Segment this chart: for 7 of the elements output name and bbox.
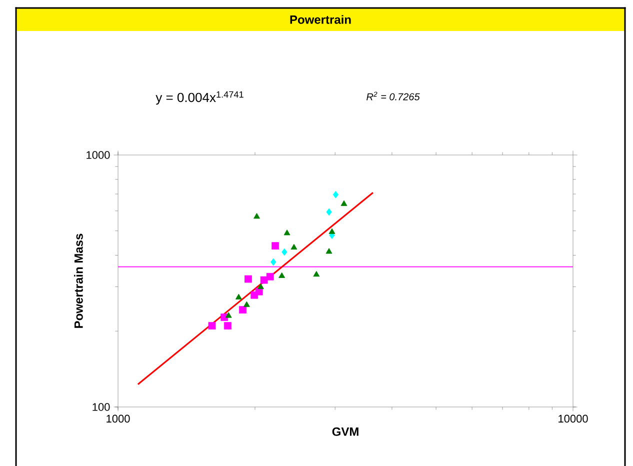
text: R$^{2}$ = 0.7265 (366, 92, 420, 100)
x-tick-label: 10000 (558, 414, 588, 423)
text: y = 0.004x$^{1.4741}$ (156, 91, 244, 105)
y-axis-title: Powertrain Mass (74, 234, 83, 328)
chart-title: Powertrain (290, 15, 351, 24)
y-tick-label: 100 (92, 403, 110, 411)
x-axis-title: GVM (332, 427, 358, 436)
